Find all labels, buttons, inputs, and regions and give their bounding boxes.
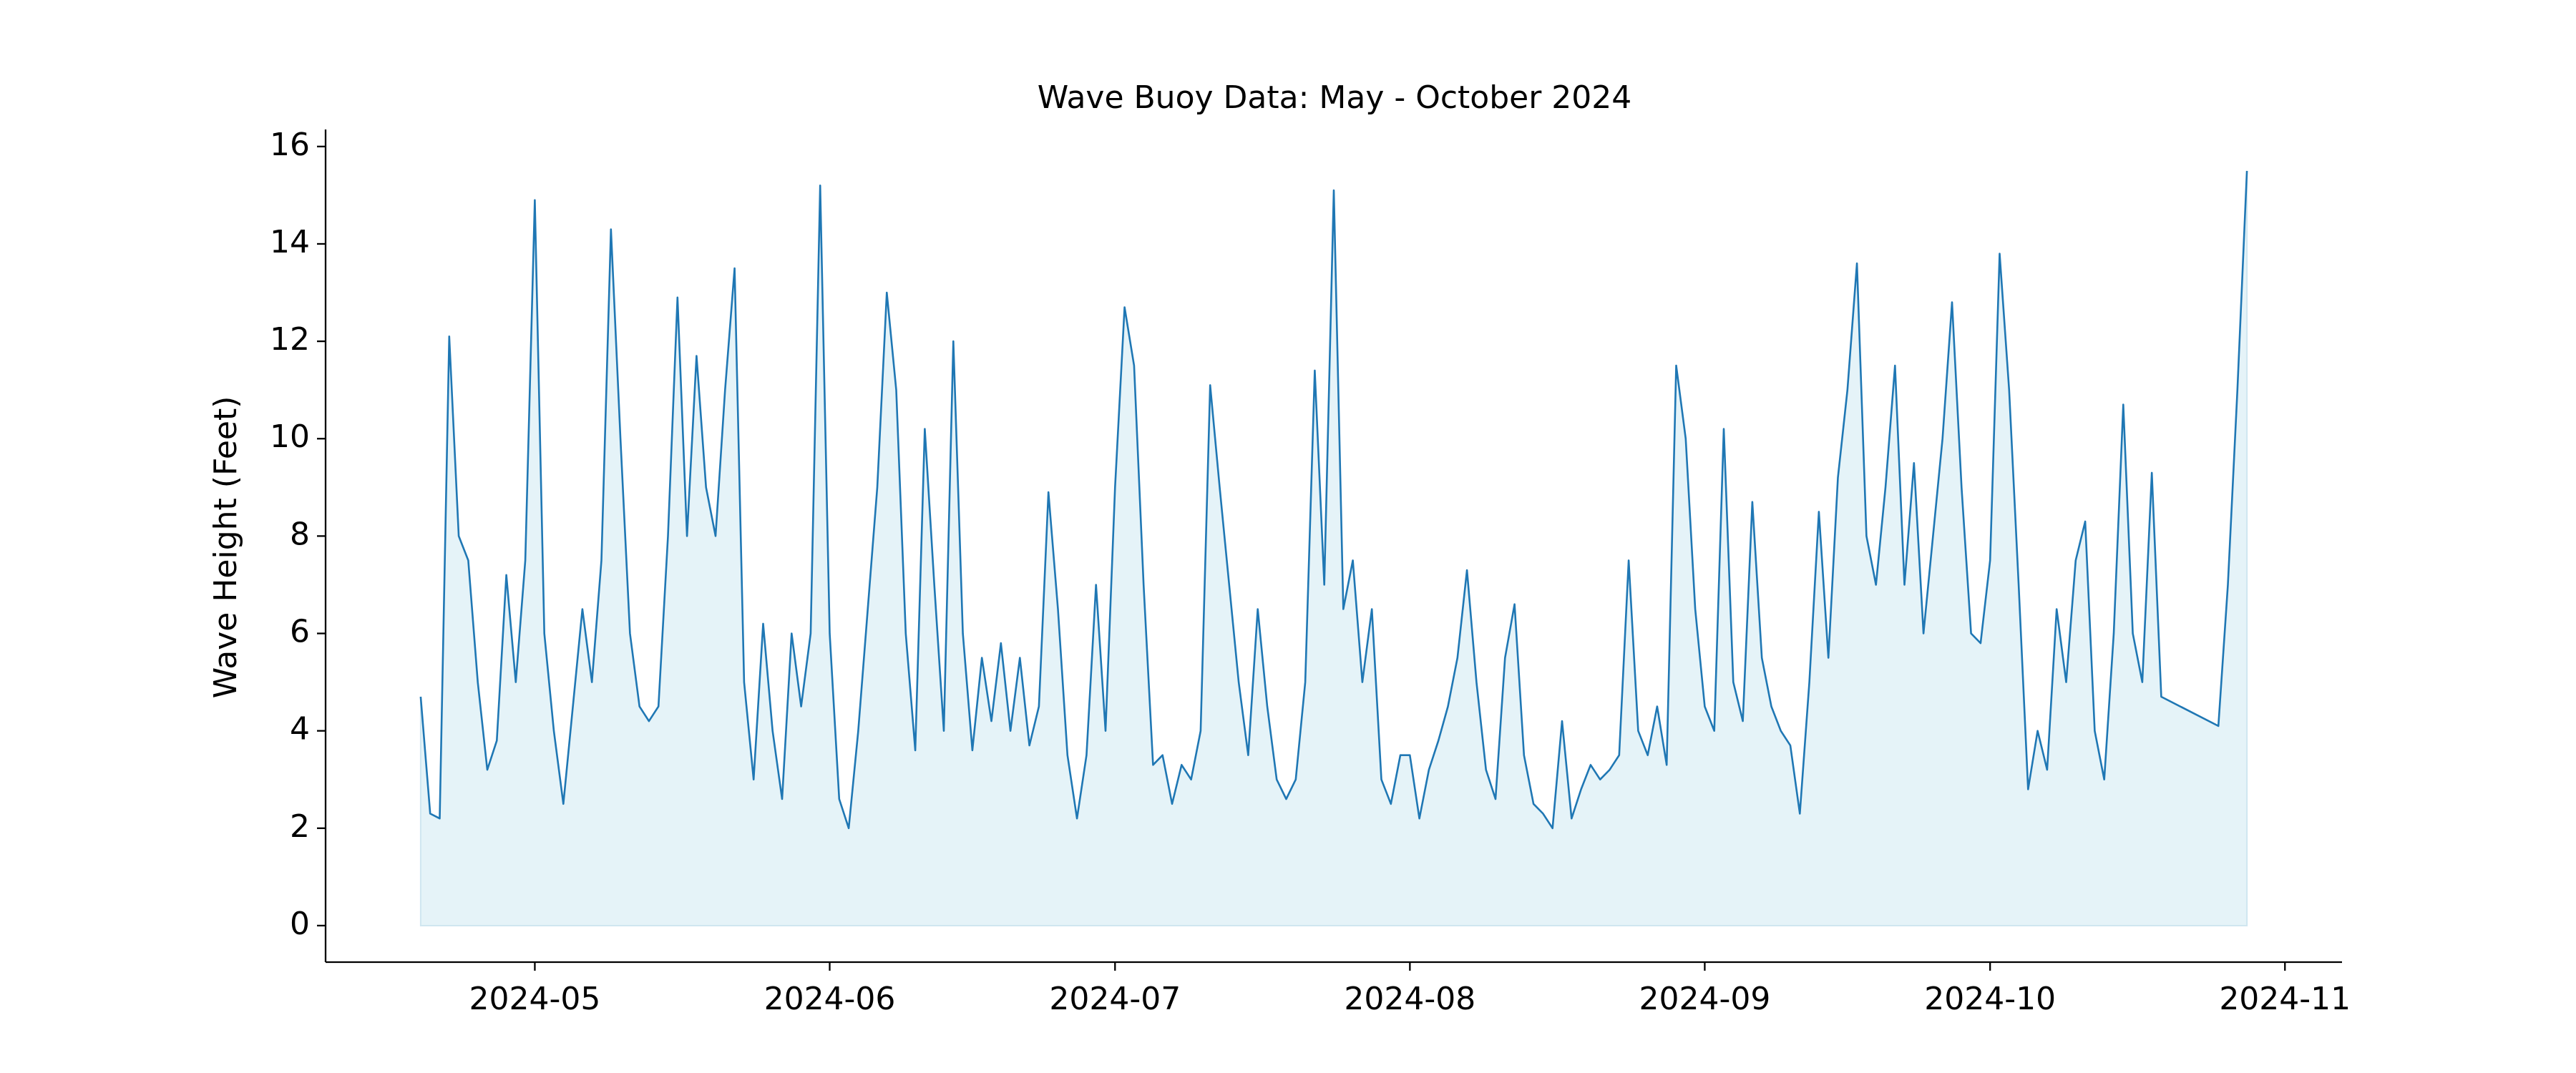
x-tick-label: 2024-07 (1049, 981, 1181, 1017)
y-tick-label: 14 (270, 224, 310, 260)
x-tick-label: 2024-10 (1924, 981, 2056, 1017)
chart-title: Wave Buoy Data: May - October 2024 (1038, 79, 1632, 116)
x-tick-label: 2024-11 (2219, 981, 2351, 1017)
y-tick-label: 10 (270, 418, 310, 455)
x-tick-label: 2024-05 (469, 981, 601, 1017)
wave-line (419, 170, 2248, 830)
x-tick-label: 2024-09 (1639, 981, 1770, 1017)
y-tick-label: 8 (290, 516, 310, 552)
x-tick-label: 2024-08 (1344, 981, 1475, 1017)
y-tick-label: 6 (290, 614, 310, 650)
y-tick-label: 4 (290, 711, 310, 748)
y-tick-label: 0 (290, 906, 310, 942)
x-tick-label: 2024-06 (764, 981, 896, 1017)
y-tick-label: 16 (270, 127, 310, 163)
y-tick-label: 2 (290, 808, 310, 845)
y-axis-label: Wave Height (Feet) (208, 396, 244, 699)
y-tick-label: 12 (270, 321, 310, 358)
